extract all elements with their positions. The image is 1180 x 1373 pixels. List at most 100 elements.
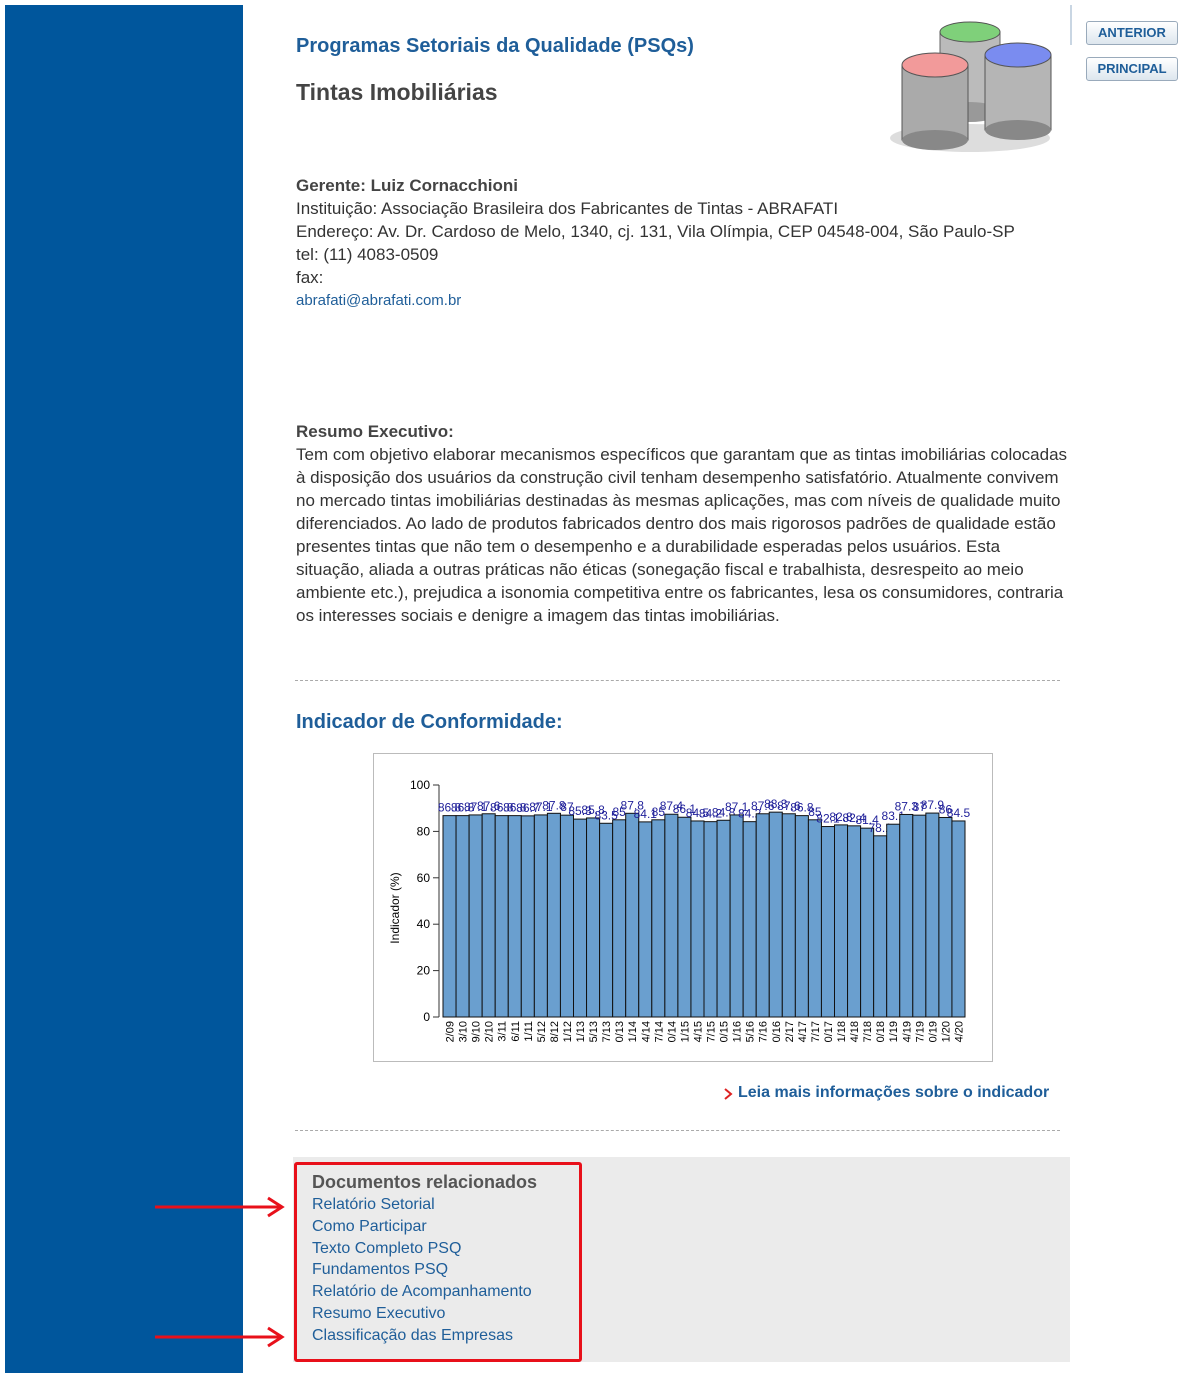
bar [704, 822, 717, 1017]
x-tick-label: 1/20 [940, 1021, 952, 1042]
bar [769, 812, 782, 1017]
y-tick-label: 80 [417, 824, 431, 838]
x-tick-label: 4/14 [640, 1021, 652, 1042]
email-link[interactable]: abrafati@abrafati.com.br [296, 289, 1061, 312]
bar [861, 828, 874, 1017]
x-tick-label: 1/19 [888, 1021, 900, 1042]
bar [900, 814, 913, 1017]
bar [613, 820, 626, 1017]
bar [665, 814, 678, 1017]
document-link[interactable]: Relatório Setorial [312, 1194, 537, 1216]
x-tick-label: 4/17 [797, 1021, 809, 1042]
sidebar [5, 5, 243, 1373]
x-tick-label: 2/10 [484, 1021, 496, 1042]
bar [443, 816, 456, 1017]
x-tick-label: 3/11 [497, 1021, 509, 1042]
x-tick-label: 5/12 [536, 1021, 548, 1042]
separator [295, 1130, 1060, 1131]
indicator-heading: Indicador de Conformidade: [296, 711, 563, 734]
x-tick-label: 7/14 [653, 1021, 665, 1042]
bar [913, 815, 926, 1017]
x-tick-label: 3/10 [458, 1021, 470, 1042]
y-tick-label: 20 [417, 964, 431, 978]
x-tick-label: 0/19 [927, 1021, 939, 1042]
document-link[interactable]: Texto Completo PSQ [312, 1238, 537, 1260]
y-tick-label: 100 [410, 778, 430, 792]
bar [848, 826, 861, 1017]
bar [717, 820, 730, 1017]
contact: Gerente: Luiz Cornacchioni Instituição: … [296, 174, 1061, 312]
document-link[interactable]: Classificação das Empresas [312, 1325, 537, 1347]
document-link[interactable]: Como Participar [312, 1216, 537, 1238]
x-tick-label: 5/13 [588, 1021, 600, 1042]
paint-cans-image [880, 10, 1065, 160]
header-title: Programas Setoriais da Qualidade (PSQs) [296, 35, 694, 58]
bar [534, 815, 547, 1017]
x-tick-label: 5/16 [745, 1021, 757, 1042]
separator [295, 680, 1060, 681]
x-tick-label: 0/14 [666, 1021, 678, 1042]
bar [795, 816, 808, 1017]
bar [678, 817, 691, 1017]
x-tick-label: 7/17 [810, 1021, 822, 1042]
document-link[interactable]: Resumo Executivo [312, 1303, 537, 1325]
x-tick-label: 4/20 [953, 1021, 965, 1042]
x-tick-label: 0/13 [614, 1021, 626, 1042]
x-tick-label: 2/09 [445, 1021, 457, 1042]
x-tick-label: 1/14 [627, 1021, 639, 1042]
bar [730, 815, 743, 1017]
bar [639, 822, 652, 1017]
documents-heading: Documentos relacionados [312, 1171, 537, 1194]
summary: Resumo Executivo: Tem com objetivo elabo… [296, 420, 1071, 627]
x-tick-label: 8/12 [549, 1021, 561, 1042]
x-tick-label: 4/19 [901, 1021, 913, 1042]
summary-heading: Resumo Executivo: [296, 420, 1071, 443]
principal-button[interactable]: PRINCIPAL [1086, 57, 1178, 81]
document-link[interactable]: Relatório de Acompanhamento [312, 1281, 537, 1303]
y-axis-label: Indicador (%) [388, 872, 402, 943]
bar [952, 821, 965, 1017]
bar [469, 815, 482, 1017]
bar [600, 823, 613, 1017]
bar [743, 822, 756, 1017]
x-tick-label: 1/13 [575, 1021, 587, 1042]
bar [482, 814, 495, 1017]
document-link[interactable]: Fundamentos PSQ [312, 1259, 537, 1281]
link-arrow [722, 1086, 734, 1102]
bar [456, 816, 469, 1017]
y-tick-label: 60 [417, 871, 431, 885]
x-tick-label: 1/16 [732, 1021, 744, 1042]
bar [521, 816, 534, 1017]
bar [560, 815, 573, 1017]
x-tick-label: 9/10 [471, 1021, 483, 1042]
x-tick-label: 7/15 [706, 1021, 718, 1042]
x-tick-label: 1/15 [679, 1021, 691, 1042]
bar [874, 836, 887, 1017]
bar [508, 816, 521, 1017]
annotation-arrows [150, 1190, 290, 1350]
x-tick-label: 0/18 [875, 1021, 887, 1042]
bar [652, 820, 665, 1017]
chart: Indicador (%) 02040608010086.82/0986.83/… [373, 753, 994, 1063]
x-tick-label: 1/12 [562, 1021, 574, 1042]
bar [887, 824, 900, 1017]
bar [756, 814, 769, 1017]
divider [1070, 5, 1072, 45]
bar [587, 818, 600, 1017]
bar [495, 816, 508, 1017]
manager: Gerente: Luiz Cornacchioni [296, 174, 1061, 197]
bar [691, 821, 704, 1017]
bar [808, 820, 821, 1017]
anterior-button[interactable]: ANTERIOR [1086, 21, 1178, 45]
x-tick-label: 7/19 [914, 1021, 926, 1042]
bar [939, 817, 952, 1017]
bar [782, 814, 795, 1017]
bar [821, 827, 834, 1017]
x-tick-label: 0/16 [771, 1021, 783, 1042]
x-tick-label: 0/15 [719, 1021, 731, 1042]
institution: Instituição: Associação Brasileira dos F… [296, 197, 1061, 220]
more-info-link[interactable]: Leia mais informações sobre o indicador [738, 1084, 1049, 1102]
x-tick-label: 4/18 [849, 1021, 861, 1042]
page: ANTERIOR PRINCIPAL Programas Setoriais d… [0, 0, 1180, 1373]
